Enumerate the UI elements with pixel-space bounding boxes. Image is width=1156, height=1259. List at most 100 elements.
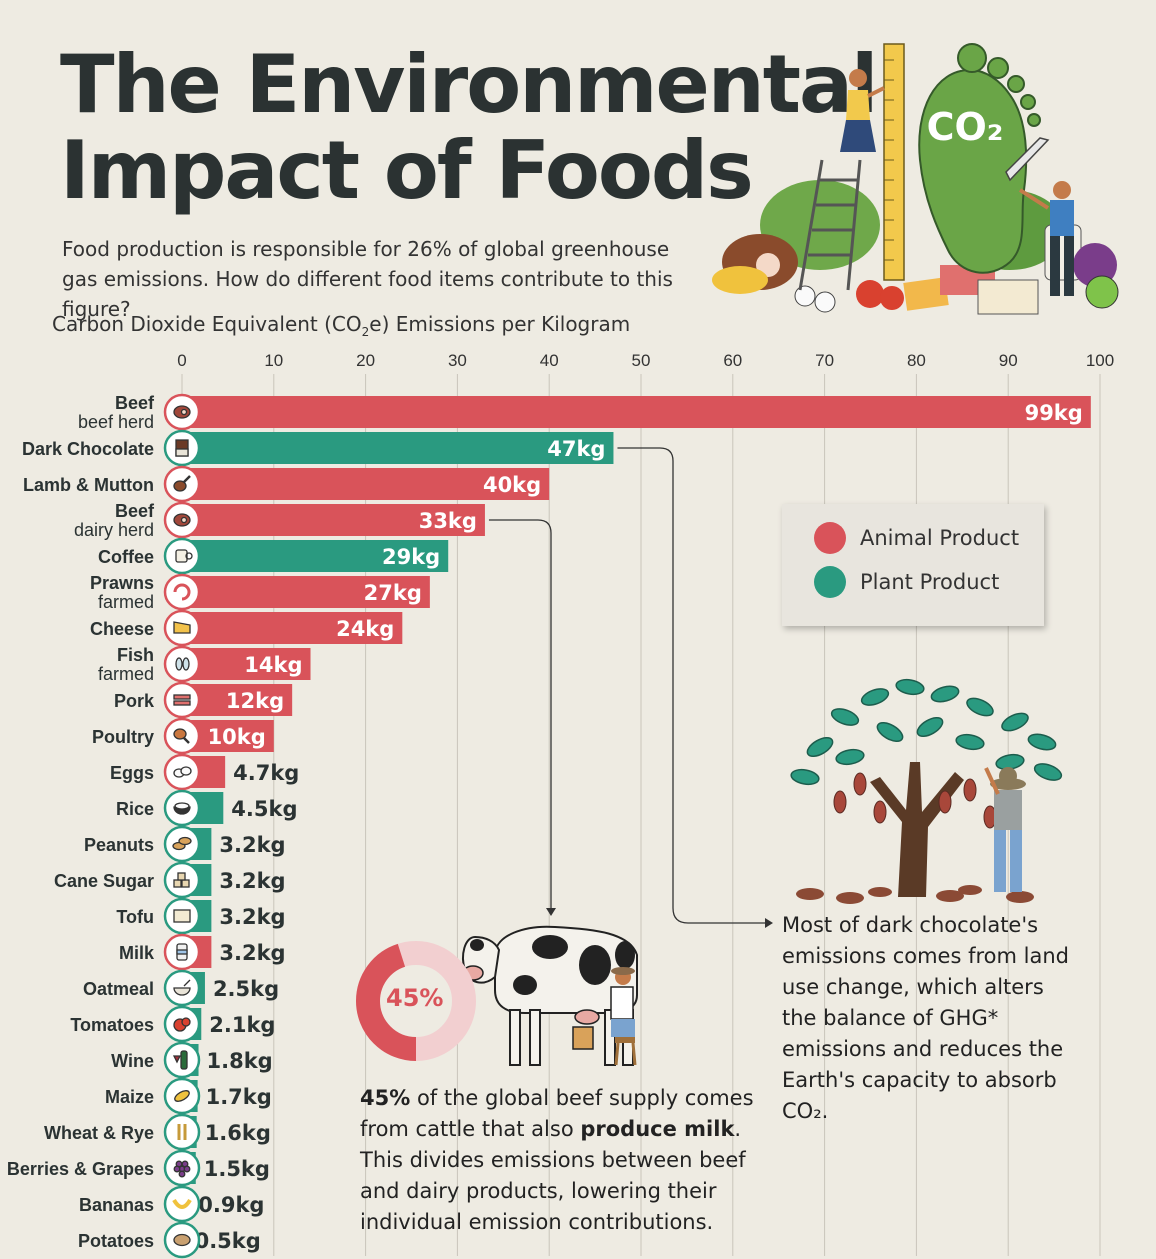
bar-row: 0.9kg Bananas (79, 1185, 264, 1223)
category-label: Potatoes (78, 1231, 154, 1251)
bar-row: 2.5kg Oatmeal (83, 969, 279, 1007)
category-label: Wine (111, 1051, 154, 1071)
beef-note-bold-2: produce milk (580, 1117, 735, 1141)
category-label: Peanuts (84, 835, 154, 855)
x-tick-label: 30 (448, 351, 467, 370)
x-tick-label: 70 (815, 351, 834, 370)
bar-row: 4.7kg Eggs (110, 753, 299, 791)
ruler-illustration (883, 43, 905, 281)
bar-value-label: 1.5kg (204, 1157, 270, 1181)
axis-title-suffix: e) Emissions per Kilogram (369, 312, 631, 336)
x-tick-label: 0 (177, 351, 186, 370)
category-sublabel: dairy herd (74, 520, 154, 540)
milk-bottle-icon (176, 943, 188, 961)
bar-row: 29kg Coffee (98, 537, 449, 575)
bar-value-label: 14kg (244, 653, 302, 677)
sugar-cubes-icon (173, 872, 190, 888)
dairy-connector-arrow (546, 908, 556, 916)
rice-bowl-icon (173, 802, 191, 815)
x-tick-label: 10 (264, 351, 283, 370)
x-axis-ticks: 0 10 20 30 40 50 60 70 80 90 100 (177, 351, 1114, 370)
donut-chart (356, 941, 476, 1061)
category-label: Eggs (110, 763, 154, 783)
x-tick-label: 100 (1086, 351, 1114, 370)
bar (182, 648, 311, 680)
category-label: Pork (114, 691, 155, 711)
category-label: Wheat & Rye (44, 1123, 154, 1143)
category-label: Milk (119, 943, 155, 963)
category-label: Tofu (116, 907, 154, 927)
bar-value-label: 2.1kg (209, 1013, 275, 1037)
potato-icon (173, 1233, 191, 1247)
bar-value-label: 0.9kg (198, 1193, 264, 1217)
bar-value-label: 12kg (226, 689, 284, 713)
bar (182, 468, 550, 500)
category-label: Berries & Grapes (7, 1159, 154, 1179)
bar-value-label: 47kg (547, 437, 605, 461)
oatmeal-bowl-icon (173, 979, 191, 996)
bar-value-label: 29kg (382, 545, 440, 569)
chocolate-connector-arrow (765, 918, 773, 928)
bar-value-label: 24kg (336, 617, 394, 641)
peanut-icon (172, 836, 192, 851)
eggs-icon (173, 766, 192, 778)
footprint-illustration: CO₂ (712, 43, 1119, 315)
beef-note-text-1: of the global beef supply comes from cat… (360, 1086, 754, 1141)
beef-note-text-2: . This divides emissions between beef an… (360, 1117, 746, 1234)
page-title: The Environmental Impact of Foods (60, 38, 878, 214)
bar-value-label: 3.2kg (219, 869, 285, 893)
category-label: Poultry (92, 727, 154, 747)
legend-item-animal: Animal Product (814, 522, 1019, 554)
milker-illustration (610, 967, 637, 1066)
category-label: Rice (116, 799, 154, 819)
category-label: Prawns (90, 573, 154, 593)
bacon-icon (173, 694, 191, 706)
bar-row: 1.7kg Maize (105, 1077, 272, 1115)
wheat-icon (177, 1124, 187, 1140)
cacao-tree-illustration (790, 678, 1063, 904)
meat-icon (173, 405, 191, 419)
category-label: Maize (105, 1087, 154, 1107)
fish-icon (175, 657, 190, 671)
bar-row: 24kg Cheese (90, 609, 403, 647)
category-label: Bananas (79, 1195, 154, 1215)
legend: Animal Product Plant Product (782, 504, 1044, 626)
bar-value-label: 2.5kg (213, 977, 279, 1001)
bar-row: 1.5kg Berries & Grapes (7, 1149, 270, 1187)
category-label: Lamb & Mutton (23, 475, 154, 495)
x-tick-label: 50 (632, 351, 651, 370)
title-line-1: The Environmental (60, 38, 878, 131)
legend-dot-plant (814, 566, 846, 598)
category-sublabel: farmed (98, 592, 154, 612)
bar-row: 1.8kg Wine (111, 1041, 273, 1079)
bar (182, 612, 403, 644)
page-subtitle: Food production is responsible for 26% o… (62, 237, 673, 321)
category-label: Fish (117, 645, 154, 665)
x-tick-label: 90 (999, 351, 1018, 370)
x-tick-label: 20 (356, 351, 375, 370)
bar-row: 12kg Pork (114, 681, 293, 719)
axis-title: Carbon Dioxide Equivalent (CO2e) Emissio… (52, 312, 630, 339)
beef-note-bold-1: 45% (360, 1086, 411, 1110)
bar-value-label: 0.5kg (195, 1229, 261, 1253)
icon-badge (163, 1185, 201, 1223)
bar-value-label: 40kg (483, 473, 541, 497)
legend-label-animal: Animal Product (860, 526, 1020, 550)
bar-row: 4.5kg Rice (116, 789, 298, 827)
coffee-cup-icon (175, 549, 193, 563)
legend-dot-animal (814, 522, 846, 554)
category-label: Oatmeal (83, 979, 154, 999)
annotation-connectors (488, 447, 773, 928)
bar-value-label: 1.7kg (206, 1085, 272, 1109)
bar-value-label: 10kg (208, 725, 266, 749)
x-tick-label: 40 (540, 351, 559, 370)
category-label: Beef (115, 393, 155, 413)
axis-title-subscript: 2 (361, 325, 370, 339)
corn-icon (174, 1090, 190, 1102)
cheese-icon (173, 621, 191, 634)
category-sublabel: farmed (98, 664, 154, 684)
bar-value-label: 4.5kg (231, 797, 297, 821)
